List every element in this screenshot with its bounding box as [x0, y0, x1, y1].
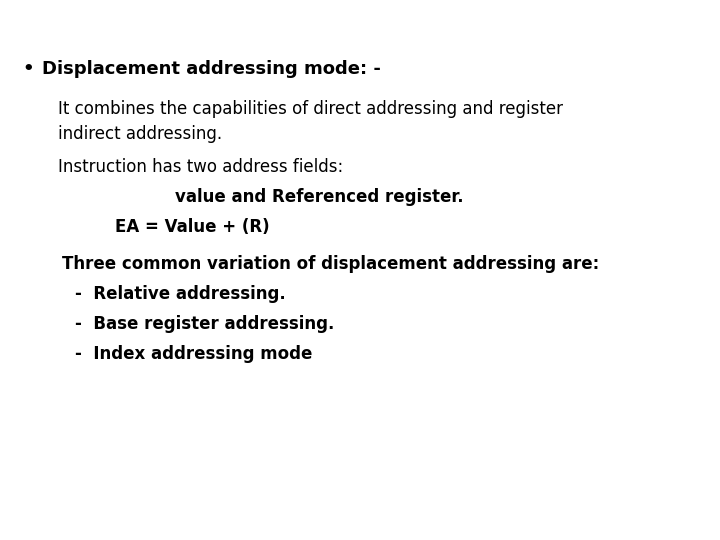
- Text: It combines the capabilities of direct addressing and register: It combines the capabilities of direct a…: [58, 100, 563, 118]
- Text: -  Base register addressing.: - Base register addressing.: [75, 315, 334, 333]
- Text: Displacement addressing mode: -: Displacement addressing mode: -: [42, 60, 381, 78]
- Text: value and Referenced register.: value and Referenced register.: [175, 188, 464, 206]
- Text: -  Relative addressing.: - Relative addressing.: [75, 285, 286, 303]
- Text: •: •: [22, 60, 34, 78]
- Text: EA = Value + (R): EA = Value + (R): [115, 218, 269, 236]
- Text: Three common variation of displacement addressing are:: Three common variation of displacement a…: [62, 255, 599, 273]
- Text: Instruction has two address fields:: Instruction has two address fields:: [58, 158, 343, 176]
- Text: -  Index addressing mode: - Index addressing mode: [75, 345, 312, 363]
- Text: indirect addressing.: indirect addressing.: [58, 125, 222, 143]
